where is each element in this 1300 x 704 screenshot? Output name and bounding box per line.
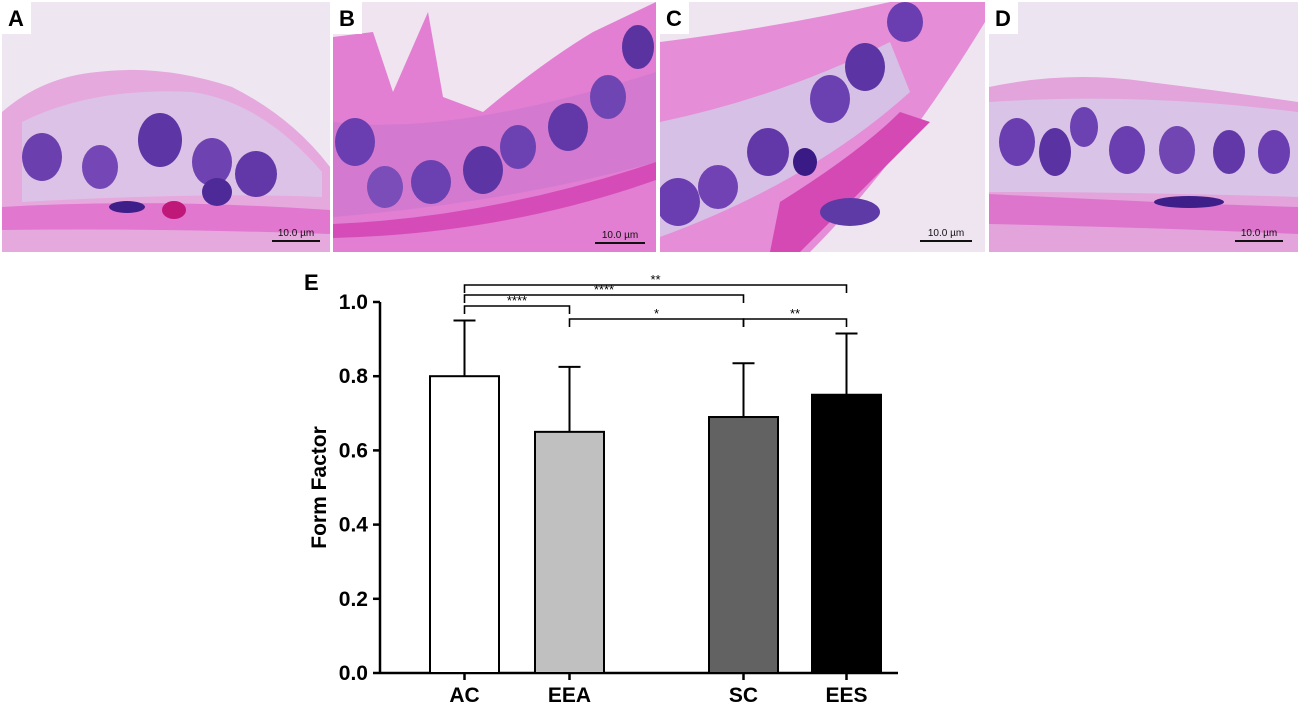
scale-bar-label: 10.0 µm — [1240, 228, 1278, 239]
y-axis-title: Form Factor — [308, 426, 331, 549]
panel-label: C — [660, 2, 689, 34]
bar-ac — [429, 375, 500, 674]
micrograph-panel-d: D 10.0 µm — [989, 2, 1298, 252]
x-tick-label: AC — [449, 684, 479, 704]
micrograph-panel-a: A 10.0 µm — [2, 2, 330, 252]
bar-eea — [534, 430, 605, 674]
y-tick-label: 0.4 — [339, 514, 369, 537]
micrograph-a-image — [2, 2, 330, 252]
scale-bar: 10.0 µm — [920, 228, 972, 242]
significance-bracket — [568, 318, 745, 327]
bar-sc — [708, 416, 779, 675]
x-tick-label: SC — [729, 684, 758, 704]
chart-panel-label: E — [304, 270, 319, 295]
micrograph-b-image — [333, 2, 656, 252]
bar-ees — [811, 393, 882, 674]
scale-bar-label: 10.0 µm — [277, 228, 315, 239]
x-tick-label: EES — [825, 684, 867, 704]
scale-bar-label: 10.0 µm — [601, 230, 639, 241]
y-tick-label: 0.2 — [339, 588, 368, 611]
panel-label: B — [333, 2, 362, 34]
scale-bar: 10.0 µm — [1235, 228, 1283, 242]
significance-bracket — [463, 284, 848, 293]
y-tick-label: 0.8 — [339, 365, 369, 388]
scale-bar-label: 10.0 µm — [927, 228, 965, 239]
significance-label: **** — [594, 282, 614, 297]
panel-label: A — [2, 2, 31, 34]
significance-bracket — [463, 294, 745, 303]
micrograph-panel-c: C 10.0 µm — [660, 2, 985, 252]
significance-label: ** — [790, 306, 800, 321]
scale-bar-line — [1235, 240, 1283, 242]
micrograph-c-image — [660, 2, 985, 252]
significance-label: * — [654, 306, 659, 321]
y-tick-label: 0.0 — [339, 662, 368, 685]
scale-bar: 10.0 µm — [595, 230, 645, 244]
y-tick-label: 1.0 — [339, 291, 368, 314]
x-tick-label: EEA — [548, 684, 591, 704]
scale-bar-line — [595, 242, 645, 244]
significance-label: ** — [650, 272, 660, 287]
significance-bracket — [463, 305, 571, 314]
panel-label: D — [989, 2, 1018, 34]
significance-label: **** — [507, 293, 527, 308]
scale-bar-line — [920, 240, 972, 242]
scale-bar: 10.0 µm — [272, 228, 320, 242]
micrograph-d-image — [989, 2, 1298, 252]
y-tick-label: 0.6 — [339, 439, 368, 462]
scale-bar-line — [272, 240, 320, 242]
micrograph-panel-b: B 10.0 µm — [333, 2, 656, 252]
